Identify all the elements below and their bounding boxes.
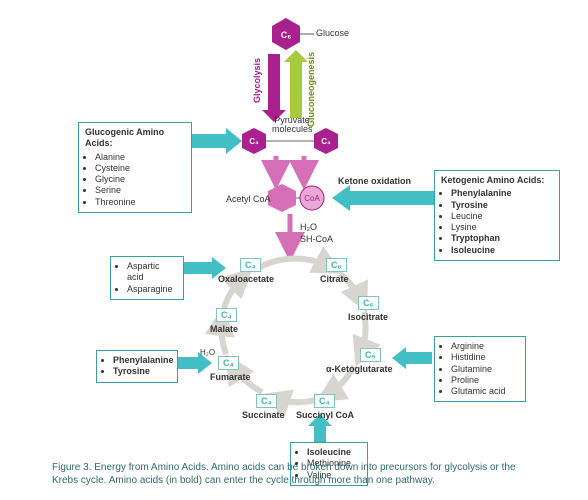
node-akg-c: C₅ (360, 348, 381, 362)
node-succinate-label: Succinate (242, 410, 285, 420)
glycolysis-arrow (262, 54, 286, 122)
aspartate-box: Aspartic acidAsparagine (110, 256, 184, 300)
node-isocitrate-label: Isocitrate (348, 312, 388, 322)
node-oxaloacetate-c: C₄ (240, 258, 261, 272)
node-citrate-c: C₆ (326, 258, 347, 272)
ketogenic-box: Ketogenic Amino Acids: PhenylalanineTyro… (434, 170, 560, 261)
gluconeogenesis-arrow (284, 50, 308, 118)
node-oxaloacetate-label: Oxaloacetate (218, 274, 274, 284)
svg-text:CoA: CoA (304, 194, 320, 203)
node-succoa-label: Succinyl CoA (296, 410, 354, 420)
svg-text:C₃: C₃ (321, 137, 331, 146)
glucogenic-box: Glucogenic Amino Acids: AlanineCysteineG… (78, 122, 192, 213)
pyruvate-label: Pyruvatemolecules (272, 116, 312, 135)
h2o-label-top: H₂O (300, 222, 317, 232)
shcoa-label: SH-CoA (300, 234, 333, 244)
glycolysis-label: Glycolysis (252, 58, 262, 103)
node-fumarate-label: Fumarate (210, 372, 251, 382)
fumarate-h2o: H₂O (200, 348, 215, 357)
phe-tyr-box: PhenylalanineTyrosine (96, 350, 178, 383)
node-akg-label: α-Ketoglutarate (326, 364, 393, 374)
figure-caption: Figure 3. Energy from Amino Acids. Amino… (52, 462, 522, 487)
node-malate-label: Malate (210, 324, 238, 334)
glucose-label: Glucose (316, 28, 349, 38)
svg-text:C₆: C₆ (281, 30, 292, 40)
teal-arrow-akg (392, 347, 432, 369)
akg-box: ArginineHistidineGlutamineProlineGlutami… (434, 336, 526, 402)
node-succoa-c: C₄ (314, 394, 335, 408)
node-citrate-label: Citrate (320, 274, 349, 284)
node-succinate-c: C₄ (256, 394, 277, 408)
acetyl-coa-label: Acetyl CoA (226, 194, 271, 204)
acetyl-hex (268, 184, 296, 212)
teal-arrow-ketogenic (332, 185, 434, 211)
node-malate-c: C₄ (216, 308, 237, 322)
node-isocitrate-c: C₆ (358, 296, 379, 310)
svg-text:C₃: C₃ (249, 137, 259, 146)
node-fumarate-c: C₄ (218, 356, 239, 370)
ketone-label: Ketone oxidation (338, 176, 411, 186)
